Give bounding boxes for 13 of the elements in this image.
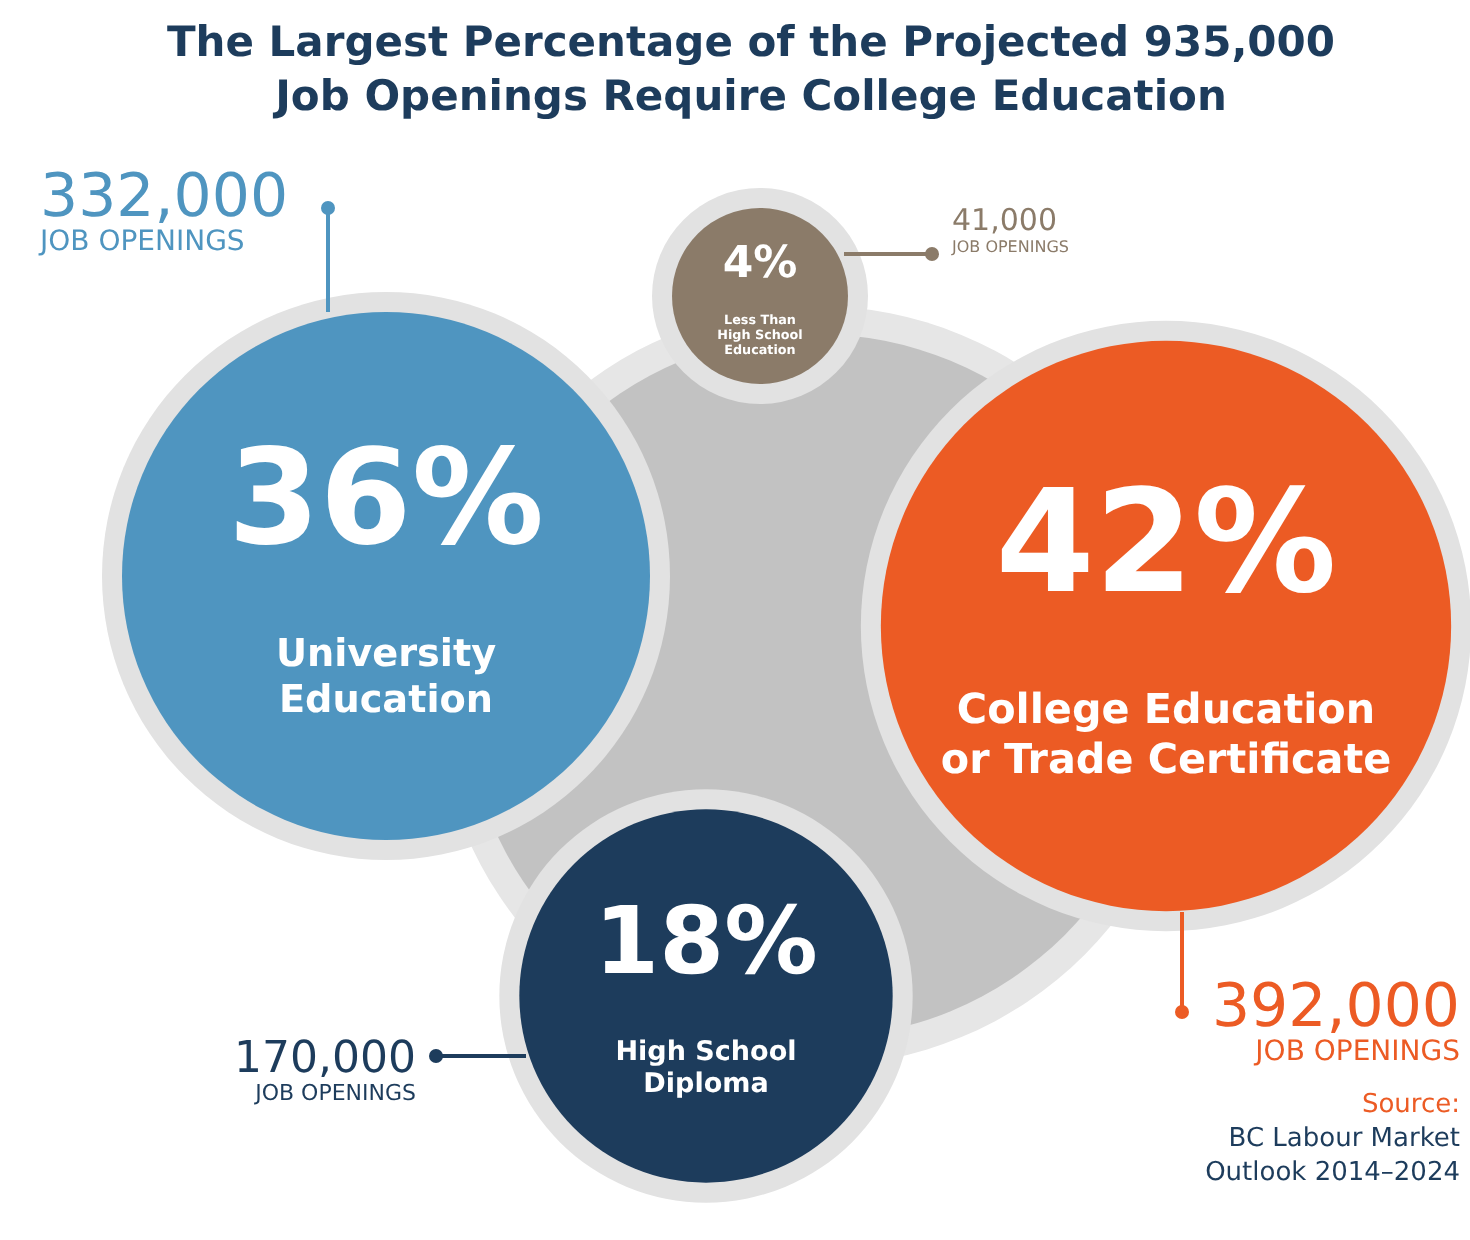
source-note: Source: BC Labour Market Outlook 2014–2024 bbox=[1205, 1090, 1460, 1188]
text: 392,000 JOB OPENINGS bbox=[1211, 972, 1461, 1068]
data-label: 18% bbox=[594, 888, 818, 997]
category-label: High School Diploma bbox=[615, 1035, 797, 1101]
data-label: 42% bbox=[995, 458, 1337, 625]
text: The Largest Percentage of the Projected 935,000 Job Openings Require College Education bbox=[164, 16, 1338, 124]
category-label: College Education or Trade Certificate bbox=[940, 685, 1392, 783]
data-label: 4% bbox=[722, 239, 798, 290]
text: 170,000 JOB OPENINGS bbox=[234, 1034, 417, 1106]
text: 41,000 JOB OPENINGS bbox=[950, 202, 1069, 256]
category-label: University Education bbox=[275, 630, 498, 722]
text: 332,000 JOB OPENINGS bbox=[38, 162, 289, 258]
data-label: 36% bbox=[228, 421, 544, 576]
